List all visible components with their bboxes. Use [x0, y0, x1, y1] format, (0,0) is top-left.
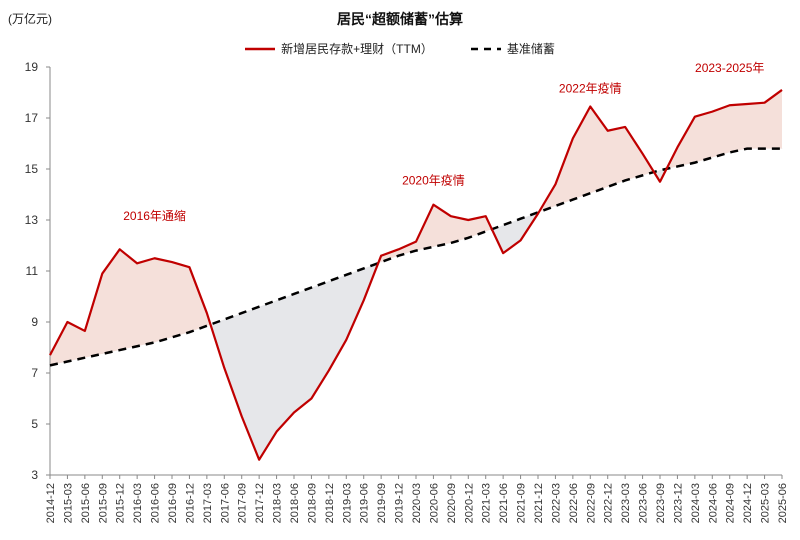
x-tick-label: 2020-09: [446, 483, 458, 523]
x-tick-label: 2016-12: [184, 483, 196, 523]
y-tick-label: 15: [25, 162, 39, 176]
x-tick-label: 2022-09: [585, 483, 597, 523]
x-tick-label: 2022-03: [550, 483, 562, 523]
x-tick-label: 2023-03: [620, 483, 632, 523]
x-tick-label: 2020-12: [463, 483, 475, 523]
x-tick-label: 2021-09: [516, 483, 528, 523]
x-tick-label: 2017-12: [254, 483, 266, 523]
y-tick-label: 11: [26, 264, 39, 278]
y-tick-label: 13: [25, 213, 39, 227]
x-tick-label: 2021-12: [533, 483, 545, 523]
x-tick-label: 2022-06: [568, 483, 580, 523]
x-tick-label: 2019-03: [341, 483, 353, 523]
x-tick-label: 2015-09: [97, 483, 109, 523]
y-tick-label: 7: [31, 366, 38, 380]
x-tick-label: 2023-12: [672, 483, 684, 523]
x-tick-label: 2015-12: [115, 483, 127, 523]
x-tick-label: 2024-09: [725, 483, 737, 523]
annotation-label: 2016年通缩: [123, 208, 186, 223]
annotation-label: 2020年疫情: [402, 172, 465, 187]
x-tick-label: 2019-12: [394, 483, 406, 523]
x-tick-label: 2017-03: [202, 483, 214, 523]
y-tick-label: 3: [31, 468, 38, 482]
x-tick-label: 2023-06: [638, 483, 650, 523]
x-tick-label: 2025-06: [777, 483, 789, 523]
legend-swatch-solid: [245, 47, 276, 50]
x-tick-label: 2020-03: [411, 483, 423, 523]
x-tick-label: 2018-03: [272, 483, 284, 523]
x-tick-label: 2017-09: [237, 483, 249, 523]
legend: 新增居民存款+理财（TTM） 基准储蓄: [0, 40, 800, 57]
annotation-label: 2023-2025年: [695, 61, 764, 75]
legend-item-deposits: 新增居民存款+理财（TTM）: [245, 40, 433, 57]
x-tick-label: 2016-06: [150, 483, 162, 523]
legend-item-baseline: 基准储蓄: [470, 40, 555, 57]
y-tick-label: 5: [31, 417, 38, 431]
x-tick-label: 2024-12: [742, 483, 754, 523]
legend-label: 基准储蓄: [506, 42, 555, 56]
x-tick-label: 2019-06: [359, 483, 371, 523]
x-tick-label: 2018-06: [289, 483, 301, 523]
legend-label: 新增居民存款+理财（TTM）: [281, 42, 433, 56]
x-tick-label: 2018-09: [306, 483, 318, 523]
x-tick-label: 2024-06: [707, 483, 719, 523]
y-tick-label: 9: [31, 315, 38, 329]
x-tick-label: 2021-06: [498, 483, 510, 523]
x-tick-label: 2021-03: [481, 483, 493, 523]
x-tick-label: 2019-09: [376, 483, 388, 523]
x-tick-label: 2016-09: [167, 483, 179, 523]
y-axis-unit: (万亿元): [8, 12, 52, 26]
legend-swatch-dashed: [470, 47, 501, 50]
y-tick-label: 17: [25, 111, 39, 125]
x-tick-label: 2016-03: [132, 483, 144, 523]
annotation-label: 2022年疫情: [559, 81, 622, 96]
y-tick-label: 19: [25, 60, 39, 74]
chart-title: 居民“超额储蓄”估算: [337, 11, 463, 27]
x-tick-label: 2017-06: [219, 483, 231, 523]
x-tick-label: 2024-03: [690, 483, 702, 523]
x-tick-label: 2014-12: [45, 483, 57, 523]
x-tick-label: 2025-03: [760, 483, 772, 523]
excess-savings-area: [50, 89, 782, 366]
x-tick-label: 2020-06: [428, 483, 440, 523]
x-tick-label: 2023-09: [655, 483, 667, 523]
x-tick-label: 2015-06: [80, 483, 92, 523]
x-tick-label: 2015-03: [62, 483, 74, 523]
x-tick-label: 2018-12: [324, 483, 336, 523]
x-tick-label: 2022-12: [603, 483, 615, 523]
